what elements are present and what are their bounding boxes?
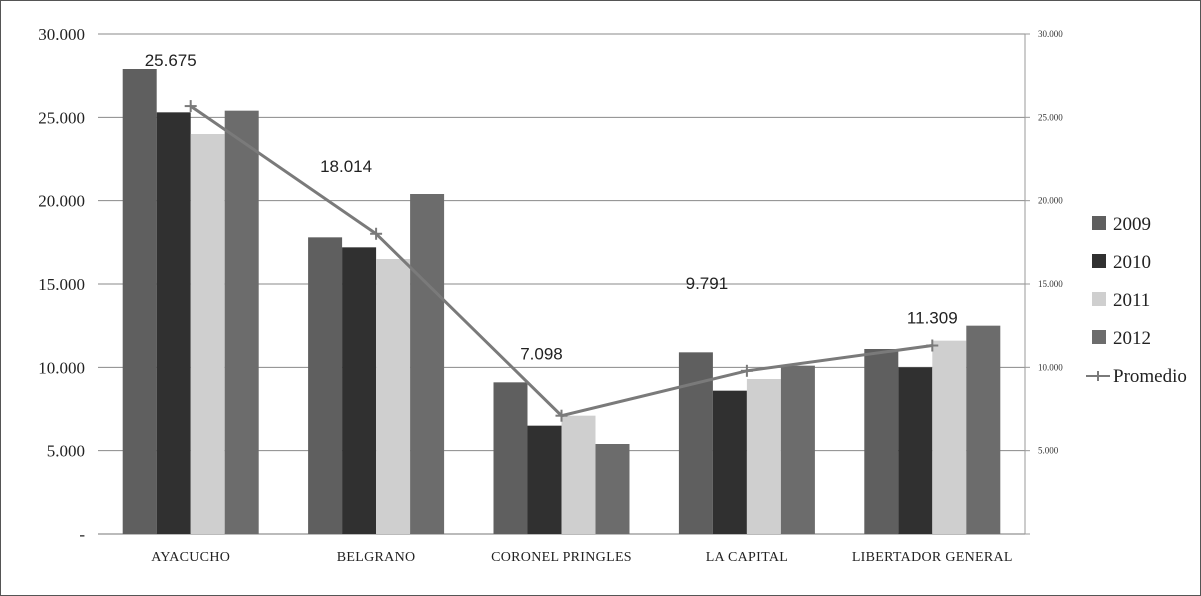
- legend-swatch-2010: [1092, 254, 1106, 268]
- y-tick-label-right: 5.000: [1038, 446, 1059, 456]
- bar-2011-coronel-pringles: [561, 415, 596, 534]
- bar-2011-la-capital: [746, 379, 781, 534]
- promedio-data-label: 7.098: [520, 345, 563, 364]
- bar-2010-la-capital: [712, 390, 747, 534]
- y-tick-label-right: 10.000: [1038, 362, 1063, 372]
- legend-swatch-2009: [1092, 216, 1106, 230]
- y-tick-label-right: 20.000: [1038, 196, 1063, 206]
- y-tick-label-left: 5.000: [47, 442, 85, 461]
- legend-swatch-2011: [1092, 292, 1106, 306]
- y-tick-label-left: 15.000: [38, 275, 85, 294]
- bar-2010-belgrano: [342, 247, 377, 535]
- x-category-label: CORONEL PRINGLES: [491, 550, 632, 565]
- x-category-label: BELGRANO: [337, 550, 416, 565]
- promedio-data-label: 11.309: [907, 309, 958, 328]
- y-tick-label-right: 25.000: [1038, 112, 1063, 122]
- legend-label-promedio: Promedio: [1113, 366, 1187, 387]
- bar-2010-ayacucho: [156, 112, 191, 534]
- bar-2011-belgrano: [376, 259, 411, 534]
- bar-2009-ayacucho: [122, 69, 157, 534]
- legend-label-2010: 2010: [1113, 252, 1151, 273]
- bar-2012-ayacucho: [224, 110, 259, 535]
- bar-2010-coronel-pringles: [527, 425, 562, 534]
- y-tick-label-right: 15.000: [1038, 279, 1063, 289]
- x-category-label: LIBERTADOR GENERAL: [852, 550, 1013, 565]
- x-category-label: AYACUCHO: [151, 550, 230, 565]
- bar-2012-coronel-pringles: [595, 444, 630, 534]
- bar-2012-belgrano: [410, 194, 445, 534]
- bar-2011-libertador-general: [932, 340, 967, 534]
- bar-2009-libertador-general: [864, 349, 899, 534]
- bar-2010-libertador-general: [898, 367, 933, 534]
- bar-2012-libertador-general: [966, 325, 1001, 534]
- legend-label-2012: 2012: [1113, 328, 1151, 349]
- legend-label-2009: 2009: [1113, 214, 1151, 235]
- promedio-data-label: 9.791: [686, 274, 729, 293]
- promedio-line: [189, 104, 933, 418]
- y-tick-label-left: 25.000: [38, 108, 85, 127]
- bar-2012-la-capital: [780, 365, 815, 534]
- y-tick-label-left: 30.000: [38, 25, 85, 44]
- bar-2009-belgrano: [308, 237, 343, 535]
- x-category-label: LA CAPITAL: [706, 550, 788, 565]
- y-tick-label-left: -: [79, 525, 85, 544]
- y-tick-label-right: 30.000: [1038, 29, 1063, 39]
- bar-2009-coronel-pringles: [493, 382, 528, 534]
- y-tick-label-left: 20.000: [38, 192, 85, 211]
- promedio-data-label: 18.014: [320, 157, 372, 176]
- legend-swatch-2012: [1092, 330, 1106, 344]
- legend-label-2011: 2011: [1113, 290, 1150, 311]
- bar-2011-ayacucho: [190, 134, 225, 534]
- promedio-data-label: 25.675: [145, 51, 197, 70]
- y-tick-label-left: 10.000: [38, 358, 85, 377]
